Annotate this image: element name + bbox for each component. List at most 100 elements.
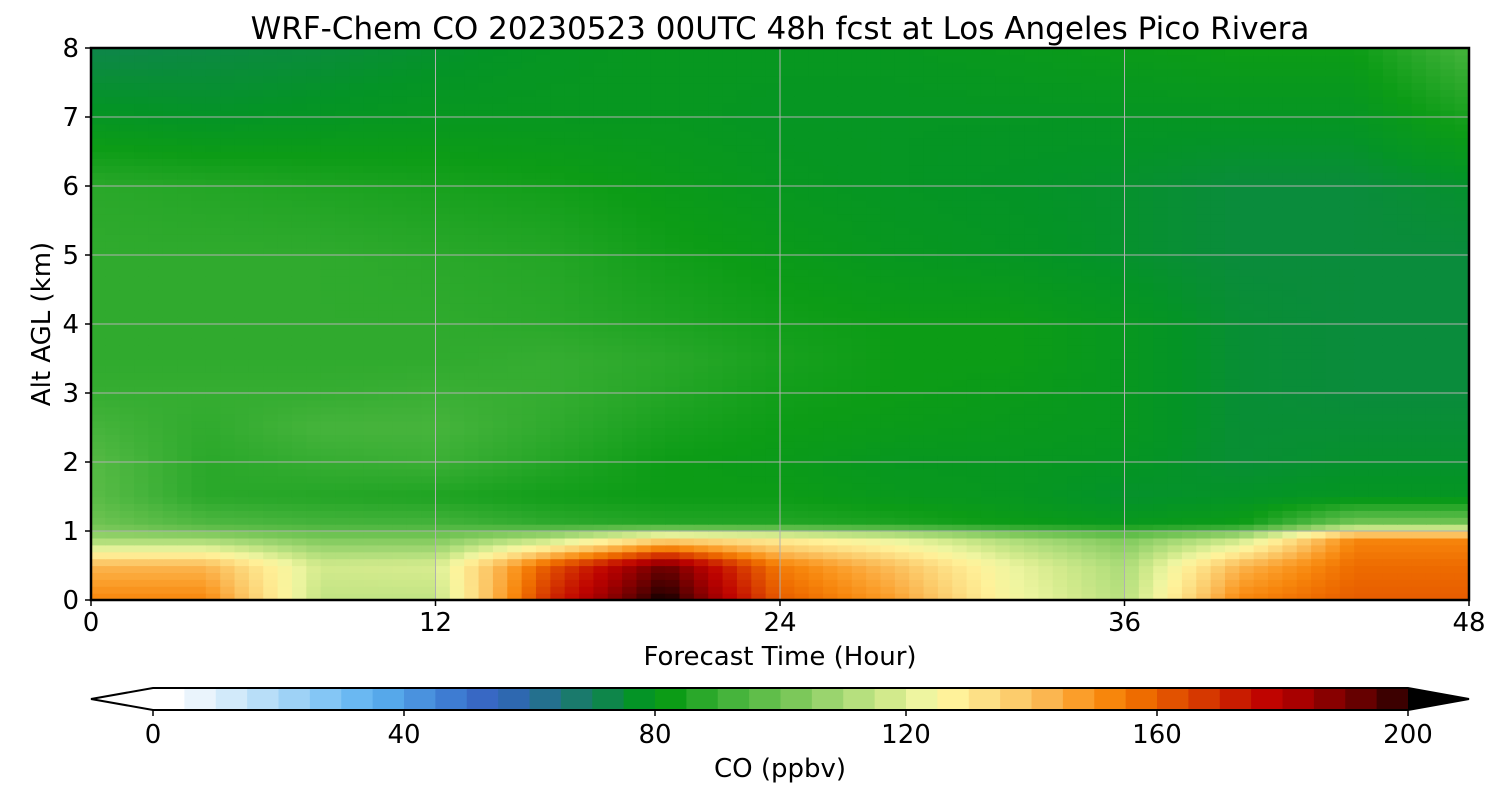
heatmap-cell — [751, 544, 767, 553]
heatmap-cell — [579, 468, 594, 477]
heatmap-cell — [1224, 565, 1240, 573]
heatmap-cell — [449, 248, 465, 256]
heatmap-cell — [636, 468, 652, 477]
heatmap-cell — [205, 289, 221, 297]
heatmap-cell — [406, 358, 422, 366]
heatmap-cell — [679, 261, 695, 270]
heatmap-cell — [880, 386, 896, 394]
heatmap-cell — [1268, 551, 1283, 560]
heatmap-cell — [923, 503, 939, 511]
heatmap-cell — [205, 468, 221, 477]
heatmap-cell — [1253, 372, 1269, 380]
heatmap-cell — [1354, 393, 1370, 401]
heatmap-cell — [1425, 565, 1441, 573]
heatmap-cell — [406, 482, 422, 491]
heatmap-cell — [1038, 330, 1054, 339]
heatmap-cell — [449, 344, 465, 353]
heatmap-cell — [1296, 413, 1312, 422]
heatmap-cell — [564, 468, 580, 477]
heatmap-cell — [421, 406, 437, 415]
heatmap-cell — [693, 372, 709, 380]
heatmap-cell — [650, 503, 666, 511]
heatmap-cell — [1009, 434, 1025, 442]
heatmap-cell — [521, 496, 537, 504]
heatmap-cell — [1009, 413, 1025, 422]
heatmap-cell — [421, 393, 437, 401]
heatmap-cell — [823, 330, 839, 339]
heatmap-cell — [909, 468, 925, 477]
heatmap-cell — [248, 572, 264, 580]
heatmap-cell — [1181, 475, 1197, 484]
heatmap-cell — [435, 255, 451, 263]
heatmap-cell — [937, 544, 953, 553]
heatmap-cell — [1052, 324, 1068, 332]
heatmap-cell — [765, 268, 781, 277]
heatmap-cell — [708, 593, 724, 600]
heatmap-cell — [866, 241, 882, 249]
heatmap-cell — [1354, 489, 1370, 498]
heatmap-cell — [952, 351, 968, 360]
heatmap-cell — [1339, 531, 1355, 539]
heatmap-cell — [823, 565, 839, 573]
heatmap-cell — [1210, 524, 1226, 532]
heatmap-cell — [1239, 434, 1255, 442]
heatmap-cell — [593, 296, 609, 304]
heatmap-cell — [291, 330, 307, 339]
heatmap-cell — [751, 496, 767, 504]
heatmap-cell — [995, 248, 1011, 256]
heatmap-cell — [808, 317, 824, 325]
heatmap-cell — [1067, 310, 1083, 318]
heatmap-cell — [1038, 489, 1054, 498]
heatmap-cell — [320, 434, 336, 442]
heatmap-cell — [1138, 406, 1154, 415]
heatmap-cell — [1325, 282, 1341, 291]
heatmap-cell — [220, 586, 236, 594]
heatmap-cell — [1268, 296, 1283, 304]
heatmap-cell — [1411, 593, 1427, 600]
heatmap-cell — [1296, 261, 1312, 270]
heatmap-cell — [579, 531, 594, 539]
heatmap-cell — [406, 558, 422, 567]
heatmap-cell — [363, 455, 379, 463]
heatmap-cell — [234, 441, 250, 449]
heatmap-cell — [220, 462, 236, 470]
heatmap-cell — [335, 255, 350, 263]
heatmap-cell — [736, 406, 752, 415]
heatmap-cell — [162, 572, 178, 580]
heatmap-cell — [851, 337, 867, 346]
heatmap-cell — [1167, 317, 1183, 325]
heatmap-cell — [636, 324, 652, 332]
heatmap-cell — [1138, 537, 1154, 546]
heatmap-cell — [1009, 468, 1025, 477]
heatmap-cell — [937, 337, 953, 346]
heatmap-cell — [91, 558, 106, 567]
heatmap-cell — [234, 510, 250, 518]
heatmap-cell — [205, 255, 221, 263]
heatmap-cell — [837, 441, 853, 449]
heatmap-cell — [1397, 510, 1413, 518]
heatmap-cell — [1354, 455, 1370, 463]
heatmap-cell — [1425, 241, 1441, 249]
heatmap-cell — [736, 489, 752, 498]
heatmap-cell — [1253, 296, 1269, 304]
heatmap-cell — [1253, 324, 1269, 332]
heatmap-cell — [736, 289, 752, 297]
heatmap-cell — [449, 586, 465, 594]
heatmap-cell — [708, 489, 724, 498]
heatmap-cell — [1167, 324, 1183, 332]
heatmap-cell — [205, 579, 221, 587]
heatmap-cell — [1239, 558, 1255, 567]
heatmap-cell — [191, 379, 207, 387]
heatmap-cell — [1196, 386, 1212, 394]
heatmap-cell — [421, 531, 437, 539]
heatmap-cell — [579, 261, 594, 270]
heatmap-cell — [880, 427, 896, 435]
heatmap-cell — [794, 537, 810, 546]
heatmap-cell — [406, 510, 422, 518]
heatmap-cell — [995, 572, 1011, 580]
heatmap-cell — [406, 586, 422, 594]
heatmap-cell — [1067, 268, 1083, 277]
heatmap-cell — [1052, 296, 1068, 304]
heatmap-cell — [134, 468, 150, 477]
heatmap-cell — [593, 248, 609, 256]
